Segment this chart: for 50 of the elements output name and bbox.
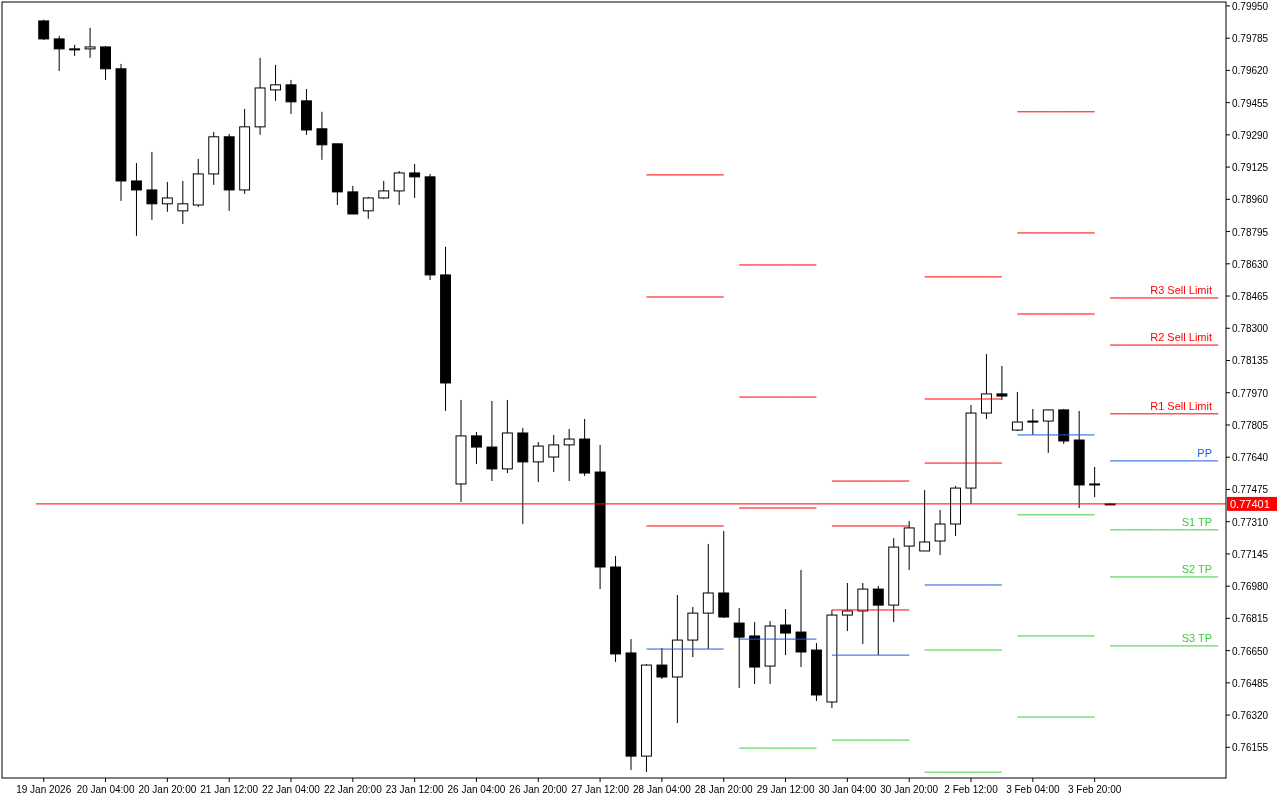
x-tick-label: 3 Feb 20:00 xyxy=(1067,784,1122,795)
y-tick-label: 0.78960 xyxy=(1232,194,1269,206)
y-tick-label: 0.79290 xyxy=(1232,129,1269,141)
x-tick-label: 21 Jan 12:00 xyxy=(200,784,259,795)
series-label: R1 Sell Limit xyxy=(1150,399,1212,412)
x-tick-label: 20 Jan 04:00 xyxy=(76,784,135,795)
y-tick-label: 0.78630 xyxy=(1232,258,1269,270)
y-tick-label: 0.79455 xyxy=(1232,97,1269,109)
y-tick-label: 0.77640 xyxy=(1232,452,1269,464)
series-label: R3 Sell Limit xyxy=(1150,283,1212,296)
x-tick-label: 30 Jan 20:00 xyxy=(880,784,939,795)
y-tick-label: 0.79785 xyxy=(1232,33,1269,45)
x-tick-label: 23 Jan 12:00 xyxy=(385,784,444,795)
x-tick-label: 2 Feb 12:00 xyxy=(944,784,999,795)
y-tick-label: 0.78795 xyxy=(1232,226,1269,238)
y-tick-label: 0.76650 xyxy=(1232,645,1269,657)
x-tick-label: 29 Jan 12:00 xyxy=(756,784,815,795)
x-tick-label: 28 Jan 04:00 xyxy=(633,784,692,795)
x-tick-label: 22 Jan 20:00 xyxy=(323,784,383,795)
y-tick-label: 0.79125 xyxy=(1232,162,1269,174)
y-tick-label: 0.78465 xyxy=(1232,291,1269,303)
y-tick-label: 0.78300 xyxy=(1232,323,1269,335)
y-tick-label: 0.77805 xyxy=(1232,419,1269,431)
y-tick-label: 0.77970 xyxy=(1232,387,1269,399)
y-tick-label: 0.79950 xyxy=(1232,0,1269,12)
y-tick-label: 0.76485 xyxy=(1232,677,1269,689)
series-label: R2 Sell Limit xyxy=(1150,331,1212,344)
x-tick-label: 26 Jan 20:00 xyxy=(509,784,568,795)
x-tick-label: 30 Jan 04:00 xyxy=(818,784,877,795)
y-tick-label: 0.79620 xyxy=(1232,65,1269,77)
y-tick-label: 0.76320 xyxy=(1232,710,1269,722)
x-tick-label: 22 Jan 04:00 xyxy=(262,784,321,795)
y-tick-label: 0.76815 xyxy=(1232,613,1269,625)
ref-line-label: 0.77401 xyxy=(1230,497,1270,510)
series-label: PP xyxy=(1197,446,1212,459)
y-tick-label: 0.77475 xyxy=(1232,484,1269,496)
x-tick-label: 28 Jan 20:00 xyxy=(694,784,754,795)
series-label: S2 TP xyxy=(1181,562,1212,575)
y-tick-label: 0.76980 xyxy=(1232,581,1269,593)
x-tick-label: 27 Jan 12:00 xyxy=(571,784,630,795)
y-tick-label: 0.78135 xyxy=(1232,355,1269,367)
series-label: S1 TP xyxy=(1181,515,1212,528)
y-tick-label: 0.76155 xyxy=(1232,742,1269,754)
y-tick-label: 0.77145 xyxy=(1232,548,1269,560)
x-tick-label: 26 Jan 04:00 xyxy=(447,784,506,795)
x-tick-label: 19 Jan 2026 xyxy=(16,784,72,795)
x-tick-label: 20 Jan 20:00 xyxy=(138,784,197,795)
y-tick-label: 0.77310 xyxy=(1232,516,1269,528)
series-label: S3 TP xyxy=(1181,631,1212,644)
x-tick-label: 3 Feb 04:00 xyxy=(1006,784,1060,795)
